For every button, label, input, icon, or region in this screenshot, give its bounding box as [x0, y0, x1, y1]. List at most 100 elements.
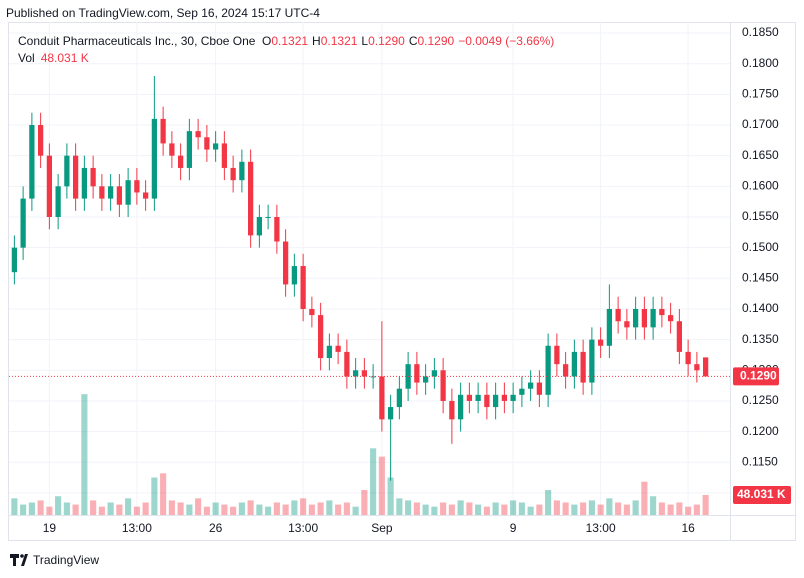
candle-body: [46, 155, 52, 217]
candle-body: [248, 161, 254, 236]
candle-body: [335, 345, 341, 352]
candle-body: [239, 161, 245, 181]
candle-body: [388, 407, 394, 420]
legend: Conduit Pharmaceuticals Inc., 30, Cboe O…: [18, 34, 554, 65]
y-tick-label: 0.1850: [742, 25, 779, 39]
y-tick-label: 0.1200: [742, 424, 779, 438]
candle-body: [501, 394, 507, 401]
published-note: Published on TradingView.com, Sep 16, 20…: [6, 6, 320, 20]
volume-bar: [413, 502, 420, 515]
legend-value: 0.1290: [368, 34, 405, 48]
candle-body: [300, 266, 306, 309]
volume-bar: [256, 504, 263, 515]
candle-body: [563, 364, 569, 377]
volume-bar: [571, 504, 578, 515]
candle-body: [151, 118, 157, 199]
candle-body: [134, 180, 140, 193]
volume-bar: [431, 506, 438, 515]
candle-body: [449, 400, 455, 420]
candle-body: [108, 186, 114, 199]
volume-bar: [55, 496, 62, 515]
candle-body: [484, 394, 490, 408]
volume-bar: [317, 502, 324, 515]
volume-bar: [133, 506, 140, 515]
volume-bar: [658, 502, 665, 515]
volume-bar: [632, 500, 639, 515]
y-tick-label: 0.1600: [742, 179, 779, 193]
candle-body: [519, 388, 525, 395]
volume-bar: [116, 504, 123, 515]
candle-body: [125, 180, 131, 205]
volume-bar: [501, 504, 508, 515]
legend-symbol: Conduit Pharmaceuticals Inc., 30, Cboe O…: [18, 34, 256, 48]
legend-key: L: [361, 34, 368, 48]
volume-bar: [273, 502, 280, 515]
volume-bar: [72, 504, 79, 515]
candle-body: [606, 308, 612, 346]
candle-body: [379, 376, 385, 420]
candle-body: [195, 131, 201, 138]
volume-bar: [440, 502, 447, 515]
volume-bar: [588, 500, 595, 515]
candle-body: [283, 241, 289, 285]
volume-bar: [28, 502, 35, 515]
candle-body: [38, 125, 44, 156]
y-tick-label: 0.1550: [742, 209, 779, 223]
chart-frame: [8, 22, 796, 541]
candle-body: [536, 382, 542, 395]
volume-label: 48.031 K: [737, 487, 786, 501]
volume-bar: [562, 502, 569, 515]
volume-bar: [536, 504, 543, 515]
candle-body: [580, 351, 586, 383]
candle-body: [676, 321, 682, 352]
volume-bar: [702, 494, 709, 515]
candle-body: [668, 315, 674, 322]
volume-bar: [483, 506, 490, 515]
candle-body: [160, 118, 166, 144]
candle-body: [309, 308, 315, 316]
volume-bar: [221, 504, 228, 515]
volume-bar: [151, 477, 158, 515]
candle-body: [396, 388, 402, 408]
volume-bar: [11, 498, 18, 515]
x-tick-label: 19: [43, 521, 57, 535]
volume-bar: [553, 500, 560, 515]
volume-bar: [291, 500, 298, 515]
candle-body: [440, 370, 446, 401]
volume-bar: [90, 500, 97, 515]
volume-bar: [352, 506, 359, 515]
candle-body: [73, 155, 79, 199]
volume-bar: [623, 504, 630, 515]
candle-body: [475, 394, 481, 401]
volume-bar: [387, 477, 394, 515]
candle-body: [685, 351, 691, 365]
legend-value: 0.1321: [271, 34, 308, 48]
candle-body: [20, 198, 26, 248]
volume-bar: [142, 502, 149, 515]
volume-bar: [63, 502, 70, 515]
candle-body: [274, 216, 280, 242]
volume-bar: [466, 502, 473, 515]
candle-body: [169, 143, 175, 156]
candle-body: [213, 143, 219, 150]
candle-body: [510, 394, 516, 401]
y-tick-label: 0.1800: [742, 56, 779, 70]
volume-bar: [238, 502, 245, 515]
volume-bar: [203, 506, 210, 515]
y-tick-label: 0.1350: [742, 332, 779, 346]
x-tick-label: Sep: [371, 521, 393, 535]
candle-body: [545, 345, 551, 395]
volume-bar: [510, 500, 517, 515]
legend-key: Vol: [18, 51, 35, 65]
volume-bar: [265, 506, 272, 515]
volume-bar: [606, 498, 613, 515]
candle-body: [650, 308, 656, 328]
volume-bar: [98, 506, 105, 515]
candle-body: [466, 394, 472, 401]
volume-bar: [422, 504, 429, 515]
last-price-badge: [733, 367, 779, 386]
volume-bar: [527, 506, 534, 515]
candle-body: [99, 186, 105, 199]
candle-body: [554, 345, 560, 365]
y-tick-label: 0.1650: [742, 148, 779, 162]
